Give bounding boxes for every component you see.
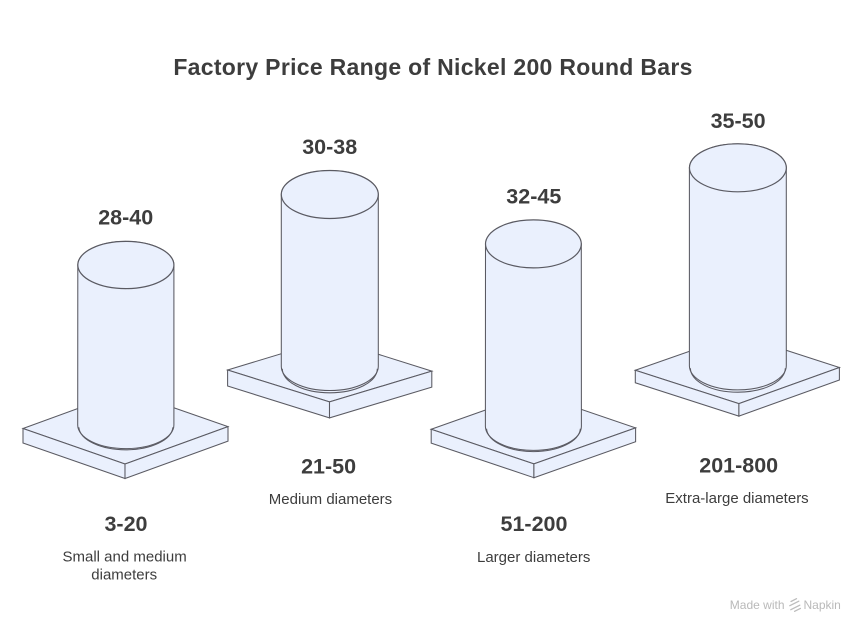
- svg-text:Medium diameters: Medium diameters: [269, 491, 392, 508]
- svg-text:Factory Price Range of Nickel: Factory Price Range of Nickel 200 Round …: [173, 54, 692, 80]
- svg-text:21-50: 21-50: [301, 454, 356, 478]
- svg-text:diameters: diameters: [91, 567, 157, 584]
- svg-text:32-45: 32-45: [506, 185, 561, 209]
- svg-text:51-200: 51-200: [501, 512, 568, 536]
- svg-text:Made with: Made with: [730, 598, 785, 612]
- svg-text:35-50: 35-50: [711, 109, 766, 133]
- svg-text:30-38: 30-38: [302, 135, 357, 159]
- svg-text:Extra-large diameters: Extra-large diameters: [665, 490, 808, 507]
- svg-text:3-20: 3-20: [104, 512, 147, 536]
- svg-text:201-800: 201-800: [699, 454, 778, 478]
- svg-text:Larger diameters: Larger diameters: [477, 549, 590, 566]
- svg-text:Napkin: Napkin: [804, 598, 841, 612]
- svg-text:Small and medium: Small and medium: [62, 549, 186, 566]
- svg-text:28-40: 28-40: [98, 206, 153, 230]
